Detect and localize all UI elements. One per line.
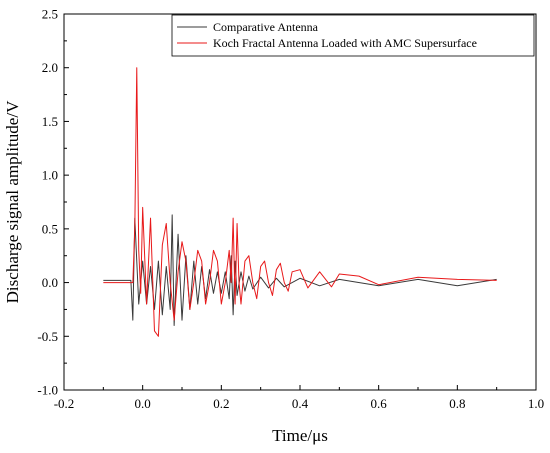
x-tick-label: 1.0 [528, 396, 544, 411]
legend: Comparative Antenna Koch Fractal Antenna … [171, 14, 535, 57]
y-tick-label: 0.5 [42, 221, 58, 236]
legend-label-2: Koch Fractal Antenna Loaded with AMC Sup… [213, 36, 477, 50]
x-tick-label: 0.0 [135, 396, 151, 411]
x-tick-label: 0.4 [292, 396, 309, 411]
y-tick-label: 0.0 [42, 275, 58, 290]
x-axis-title: Time/μs [272, 426, 328, 445]
legend-label-1: Comparative Antenna [213, 20, 319, 34]
series-line-2 [103, 67, 497, 337]
series-line-1 [103, 214, 497, 327]
x-tick-label: 0.6 [371, 396, 388, 411]
y-tick-label: -1.0 [37, 383, 58, 398]
x-axis: -0.2 0.0 0.2 0.4 0.6 0.8 1.0 [54, 385, 544, 411]
x-tick-label: -0.2 [54, 396, 75, 411]
y-tick-label: 1.5 [42, 114, 58, 129]
y-tick-label: 2.5 [42, 7, 58, 22]
y-axis-title: Discharge signal amplitude/V [3, 100, 22, 303]
x-tick-label: 0.2 [213, 396, 229, 411]
plot-area [103, 67, 497, 337]
y-tick-label: -0.5 [37, 329, 58, 344]
y-tick-label: 2.0 [42, 60, 58, 75]
y-tick-label: 1.0 [42, 168, 58, 183]
legend-box [171, 14, 535, 57]
x-tick-label: 0.8 [449, 396, 465, 411]
y-axis: -1.0 -0.5 0.0 0.5 1.0 1.5 2.0 2.5 [37, 7, 69, 398]
